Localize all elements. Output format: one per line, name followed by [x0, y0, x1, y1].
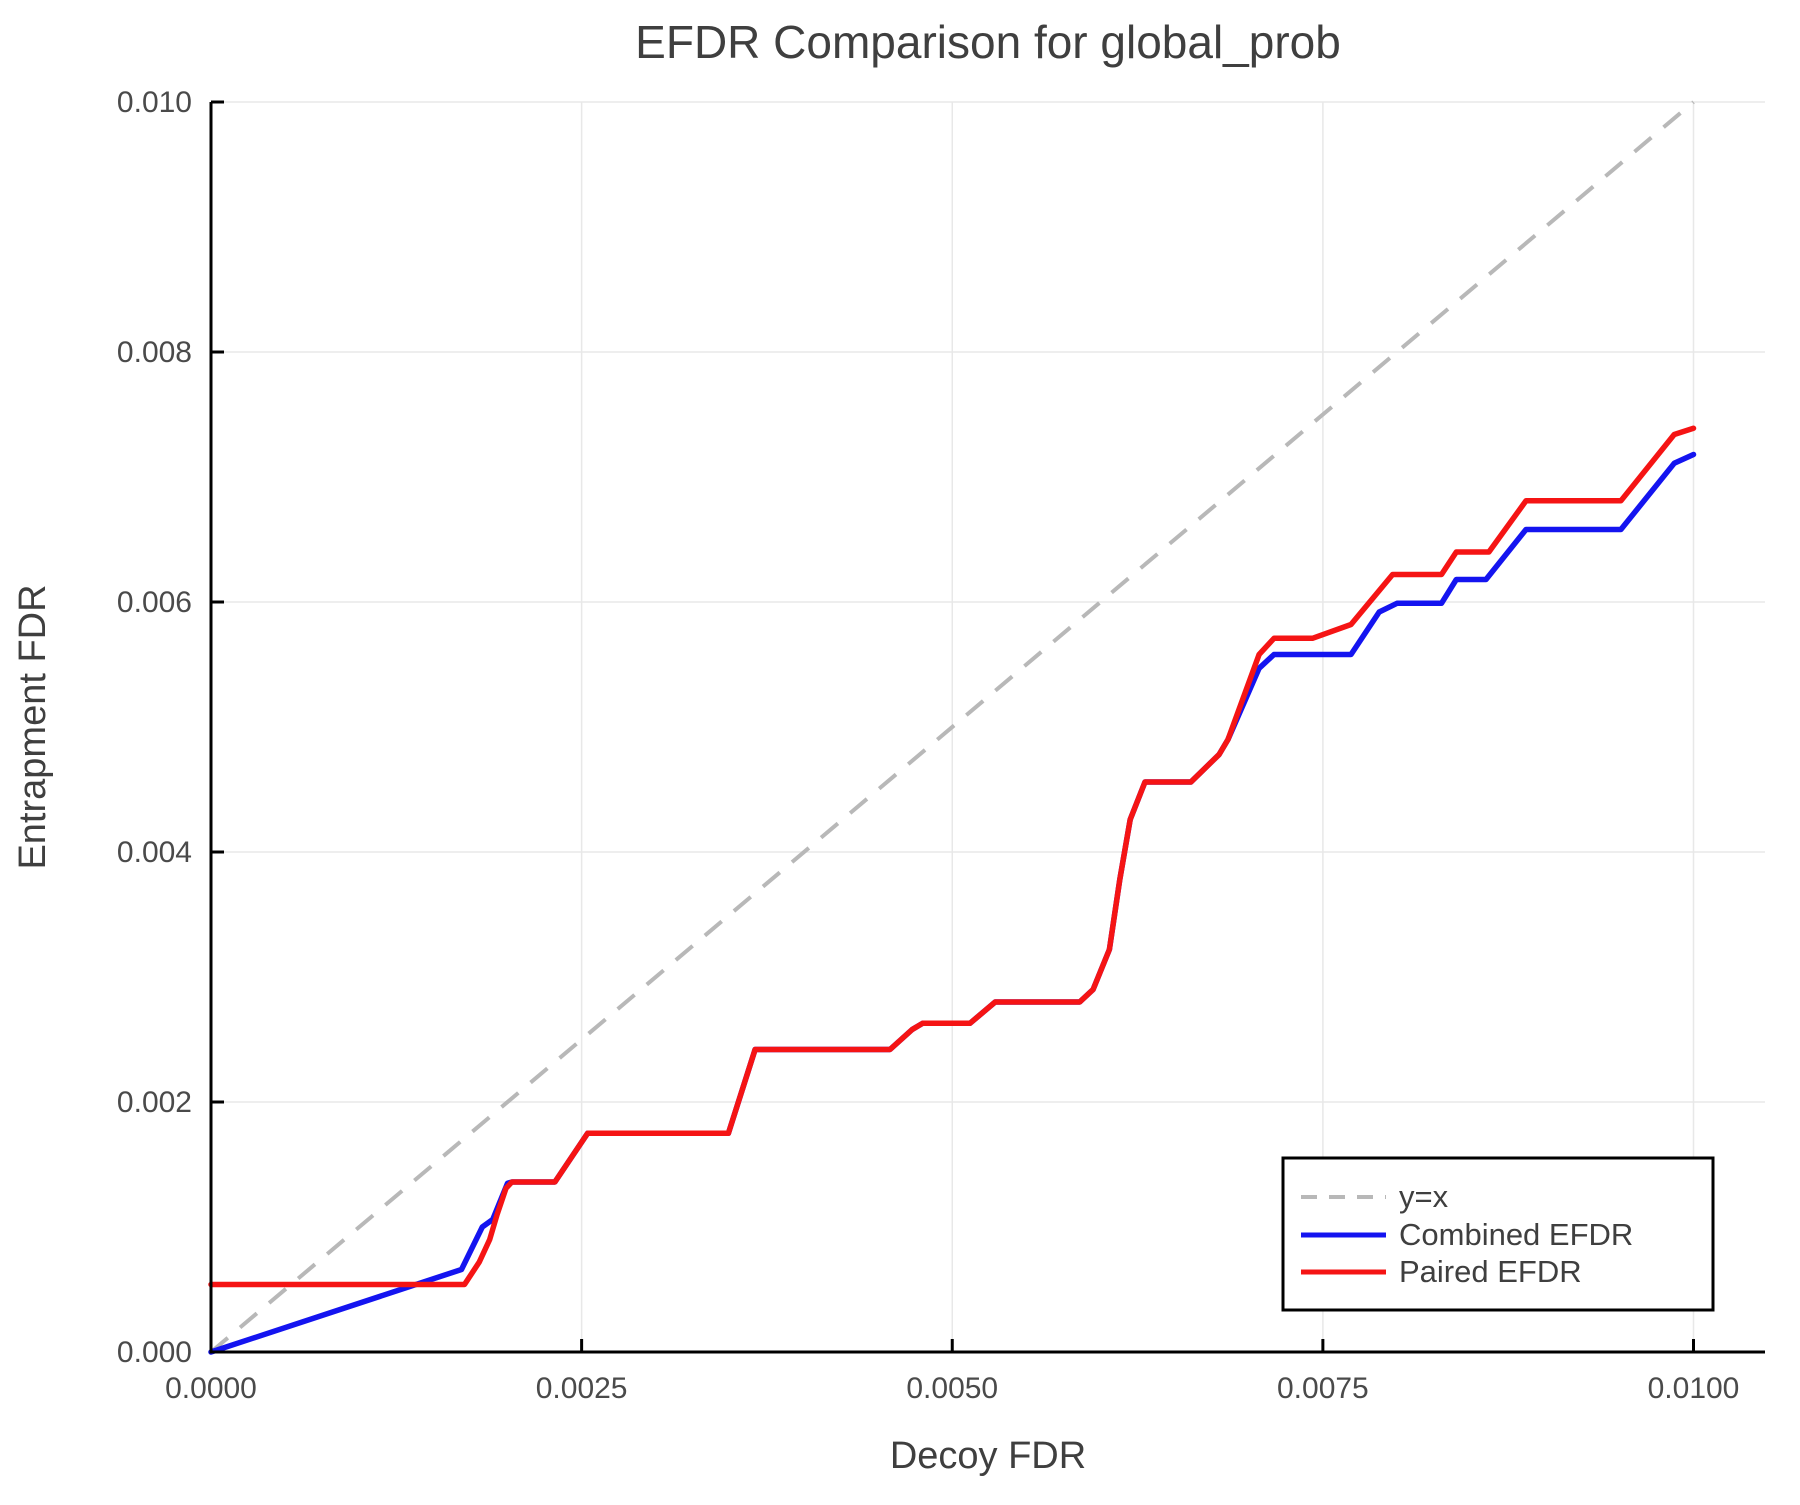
- legend-label-combined: Combined EFDR: [1399, 1217, 1633, 1252]
- reference-line-y-equals-x: [209, 100, 1695, 1354]
- x-tick-label: 0.0075: [1277, 1372, 1369, 1405]
- y-equals-x-dashed-line: [209, 100, 1695, 1354]
- y-tick-label: 0.010: [117, 86, 192, 119]
- y-tick-label: 0.002: [117, 1086, 192, 1119]
- chart-title: EFDR Comparison for global_prob: [635, 16, 1341, 68]
- x-tick-label: 0.0050: [906, 1372, 998, 1405]
- y-tick-label: 0.008: [117, 336, 192, 369]
- legend-label-yx: y=x: [1399, 1179, 1449, 1214]
- axes-and-ticks: 0.0000 0.0025 0.0050 0.0075 0.0100 0.000 0.002…: [117, 86, 1765, 1405]
- legend-label-paired: Paired EFDR: [1399, 1254, 1582, 1289]
- y-tick-label: 0.006: [117, 586, 192, 619]
- x-tick-label: 0.0000: [165, 1372, 257, 1405]
- y-axis-label: Entrapment FDR: [12, 584, 54, 869]
- x-tick-label: 0.0025: [536, 1372, 628, 1405]
- y-tick-label: 0.004: [117, 836, 192, 869]
- x-tick-label: 0.0100: [1648, 1372, 1740, 1405]
- paired-efdr-line: [208, 425, 1697, 1288]
- x-axis-label: Decoy FDR: [890, 1435, 1086, 1477]
- y-tick-label: 0.000: [117, 1336, 192, 1369]
- legend: y=x Combined EFDR Paired EFDR: [1281, 1156, 1715, 1312]
- series-lines: [208, 425, 1697, 1355]
